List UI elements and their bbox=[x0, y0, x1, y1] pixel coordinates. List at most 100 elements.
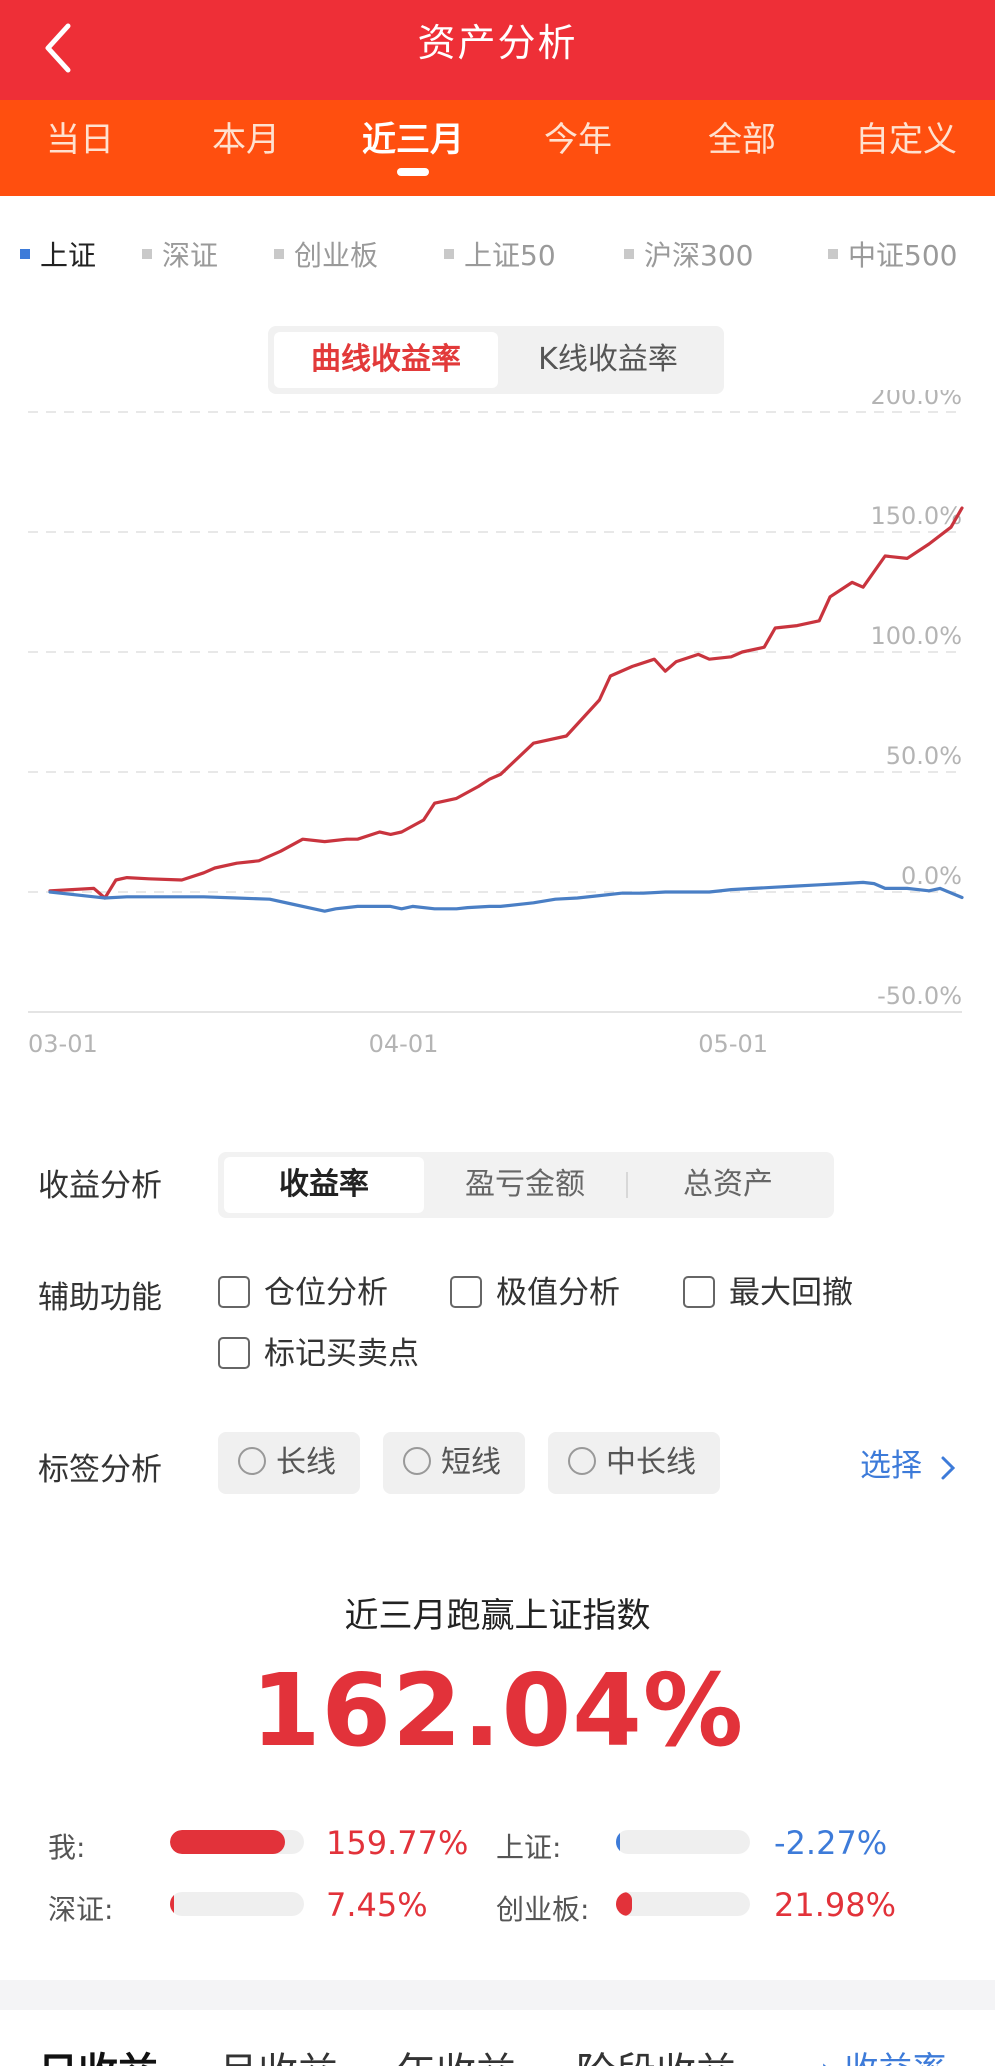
legend-marker bbox=[828, 249, 838, 259]
tab-stage-return[interactable]: 阶段收益 bbox=[576, 2040, 736, 2066]
comparison-label-shenzhen: 深证: bbox=[48, 1893, 114, 1926]
comparison-bar-fill bbox=[170, 1830, 285, 1854]
curve-return-option[interactable]: 曲线收益率 bbox=[274, 332, 498, 388]
comparison-bar-mine bbox=[170, 1830, 304, 1854]
legend-marker bbox=[20, 249, 30, 259]
legend-label: 沪深300 bbox=[644, 239, 754, 272]
legend-item-csi500[interactable]: 中证500 bbox=[828, 236, 957, 276]
mark-trades-checkbox[interactable]: 标记买卖点 bbox=[218, 1334, 419, 1374]
tab-yearly-return[interactable]: 年收益 bbox=[396, 2040, 516, 2066]
legend-item-shenzhen[interactable]: 深证 bbox=[142, 236, 218, 276]
x-tick-label: 05-01 bbox=[698, 1030, 768, 1058]
total-assets-option[interactable]: 总资产 bbox=[683, 1167, 773, 1202]
returns-period-tabs: 日收益 月收益 年收益 阶段收益 › 收益率 bbox=[0, 2010, 995, 2066]
select-tag-link[interactable]: 选择 bbox=[860, 1440, 958, 1485]
y-tick-label: -50.0% bbox=[877, 982, 962, 1010]
legend-label: 上证 bbox=[40, 239, 97, 272]
profit-analysis-label: 收益分析 bbox=[38, 1168, 162, 1204]
comparison-value-mine: 159.77% bbox=[326, 1824, 469, 1862]
comparison-value-shanghai: -2.27% bbox=[774, 1824, 888, 1862]
legend-marker bbox=[274, 249, 284, 259]
tab-monthly-return[interactable]: 月收益 bbox=[218, 2040, 338, 2066]
radio-circle bbox=[568, 1446, 596, 1475]
comparison-label-chinext: 创业板: bbox=[496, 1893, 590, 1926]
comparison-bar-fill bbox=[616, 1830, 620, 1854]
x-tick-label: 03-01 bbox=[28, 1030, 98, 1058]
section-gap bbox=[0, 1980, 995, 2010]
tag-long-term-option[interactable]: 长线 bbox=[218, 1432, 360, 1494]
legend-label: 深证 bbox=[162, 239, 219, 272]
max-drawdown-checkbox[interactable]: 最大回撤 bbox=[683, 1273, 853, 1313]
return-rate-option[interactable]: 收益率 bbox=[224, 1157, 424, 1213]
legend-label: 创业板 bbox=[294, 239, 379, 272]
series-line-shanghai bbox=[48, 880, 964, 913]
checkbox-box bbox=[450, 1275, 482, 1308]
y-tick-label: 100.0% bbox=[870, 622, 962, 650]
checkbox-label: 最大回撤 bbox=[729, 1275, 853, 1311]
y-tick-label: 150.0% bbox=[870, 502, 962, 530]
comparison-bar-fill bbox=[616, 1892, 632, 1916]
radio-circle bbox=[238, 1446, 266, 1475]
tab-this-year[interactable]: 今年 bbox=[544, 120, 612, 160]
position-analysis-checkbox[interactable]: 仓位分析 bbox=[218, 1273, 388, 1313]
index-legend: 上证 深证 创业板 上证50 沪深300 中证500 bbox=[0, 236, 995, 276]
legend-label: 上证50 bbox=[464, 239, 556, 272]
comparison-value-chinext: 21.98% bbox=[774, 1886, 897, 1924]
checkbox-box bbox=[218, 1275, 250, 1308]
period-tabs: 当日 本月 近三月 今年 全部 自定义 bbox=[0, 100, 995, 196]
profit-amount-option[interactable]: 盈亏金额 bbox=[465, 1167, 585, 1202]
profit-analysis-segmented: 收益率 盈亏金额 总资产 bbox=[218, 1152, 834, 1218]
series-line-mine bbox=[48, 506, 964, 900]
top-bar: 资产分析 bbox=[0, 0, 995, 100]
tab-today[interactable]: 当日 bbox=[46, 120, 114, 160]
legend-item-shanghai[interactable]: 上证 bbox=[20, 236, 96, 276]
chevron-right-icon bbox=[941, 1456, 955, 1479]
checkbox-label: 标记买卖点 bbox=[264, 1336, 419, 1372]
select-link-label: 选择 bbox=[860, 1448, 922, 1484]
comparison-bar-fill bbox=[170, 1892, 174, 1916]
tab-custom[interactable]: 自定义 bbox=[855, 120, 957, 160]
legend-item-chinext[interactable]: 创业板 bbox=[274, 236, 378, 276]
tab-all[interactable]: 全部 bbox=[708, 120, 776, 160]
outperform-value: 162.04% bbox=[250, 1652, 745, 1769]
active-tab-indicator bbox=[397, 168, 429, 176]
tag-label: 短线 bbox=[441, 1445, 501, 1480]
aux-functions-label: 辅助功能 bbox=[38, 1280, 162, 1316]
kline-return-option[interactable]: K线收益率 bbox=[538, 342, 678, 377]
tab-daily-return[interactable]: 日收益 bbox=[38, 2040, 158, 2066]
tag-mid-long-term-option[interactable]: 中长线 bbox=[548, 1432, 720, 1494]
chevron-right-icon: › bbox=[820, 2050, 834, 2066]
legend-item-csi300[interactable]: 沪深300 bbox=[624, 236, 753, 276]
outperform-title: 近三月跑赢上证指数 bbox=[344, 1596, 651, 1636]
comparison-bar-chinext bbox=[616, 1892, 750, 1916]
tag-short-term-option[interactable]: 短线 bbox=[383, 1432, 525, 1494]
radio-circle bbox=[403, 1446, 431, 1475]
tab-this-month[interactable]: 本月 bbox=[212, 120, 280, 160]
legend-item-sse50[interactable]: 上证50 bbox=[444, 236, 556, 276]
return-rate-link-label: 收益率 bbox=[844, 2050, 946, 2066]
chart-mode-toggle: 曲线收益率 K线收益率 bbox=[268, 326, 724, 394]
chevron-left-icon[interactable] bbox=[38, 18, 82, 78]
segment-divider bbox=[626, 1172, 628, 1198]
checkbox-box bbox=[683, 1275, 715, 1308]
y-tick-label: 200.0% bbox=[870, 390, 962, 410]
extreme-analysis-checkbox[interactable]: 极值分析 bbox=[450, 1273, 620, 1313]
legend-label: 中证500 bbox=[848, 239, 958, 272]
checkbox-box bbox=[218, 1336, 250, 1369]
return-rate-link[interactable]: › 收益率 bbox=[820, 2042, 946, 2066]
page-title: 资产分析 bbox=[417, 21, 578, 65]
x-tick-label: 04-01 bbox=[369, 1030, 439, 1058]
tag-label: 长线 bbox=[276, 1445, 336, 1480]
return-line-chart: 200.0% 150.0% 100.0% 50.0% 0.0% -50.0% 03-01 04… bbox=[28, 390, 964, 1058]
checkbox-label: 仓位分析 bbox=[264, 1275, 388, 1311]
comparison-label-mine: 我: bbox=[48, 1831, 86, 1864]
checkbox-label: 极值分析 bbox=[496, 1275, 620, 1311]
comparison-bar-shenzhen bbox=[170, 1892, 304, 1916]
tag-analysis-label: 标签分析 bbox=[38, 1452, 162, 1488]
y-tick-label: 0.0% bbox=[901, 862, 962, 890]
legend-marker bbox=[624, 249, 634, 259]
comparison-label-shanghai: 上证: bbox=[496, 1831, 562, 1864]
comparison-value-shenzhen: 7.45% bbox=[326, 1886, 428, 1924]
tab-last-three-months[interactable]: 近三月 bbox=[362, 120, 464, 160]
legend-marker bbox=[142, 249, 152, 259]
